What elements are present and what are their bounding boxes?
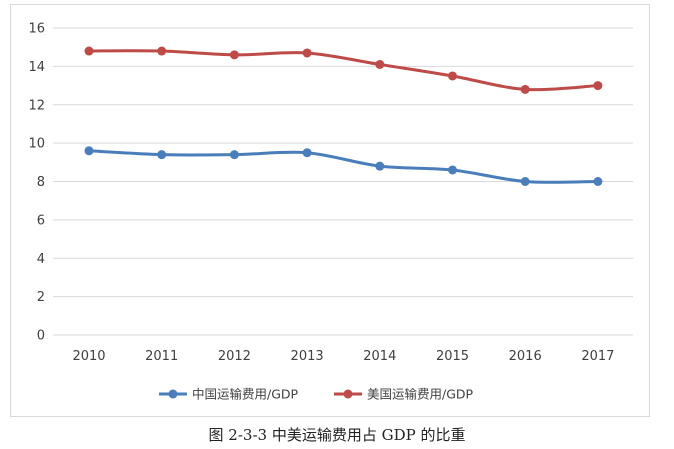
x-tick-label: 2016 — [509, 349, 542, 364]
series-china — [84, 146, 603, 186]
legend-item: 美国运输费用/GDP — [334, 387, 474, 402]
gridlines — [53, 27, 633, 336]
x-tick-label: 2013 — [291, 349, 324, 364]
y-tick-label: 0 — [37, 329, 45, 344]
series-line — [87, 149, 600, 184]
series-usa — [84, 46, 603, 94]
y-tick-label: 2 — [37, 290, 45, 305]
data-point — [84, 146, 94, 156]
data-point — [157, 46, 167, 56]
x-tick-label: 2011 — [145, 349, 178, 364]
y-tick-label: 12 — [28, 98, 45, 113]
x-tick-label: 2017 — [581, 349, 614, 364]
x-tick-label: 2010 — [72, 349, 105, 364]
y-axis-ticks: 0 2 4 6 8 10 12 14 16 — [28, 22, 45, 344]
x-tick-label: 2012 — [218, 349, 251, 364]
data-point — [229, 50, 239, 60]
data-point — [593, 81, 603, 91]
legend-marker — [168, 389, 178, 399]
series-line — [87, 49, 600, 92]
data-point — [302, 148, 312, 158]
data-point — [302, 48, 312, 58]
series-group — [84, 46, 603, 186]
legend-marker — [343, 389, 353, 399]
data-point — [375, 161, 385, 171]
y-tick-label: 8 — [37, 175, 45, 190]
figure-caption: 图 2-3-3 中美运输费用占 GDP 的比重 — [208, 426, 466, 444]
y-tick-label: 6 — [37, 213, 45, 228]
data-point — [157, 150, 167, 160]
y-tick-label: 4 — [37, 252, 45, 267]
data-point — [520, 177, 530, 186]
data-point — [448, 71, 457, 81]
y-tick-label: 14 — [28, 60, 45, 75]
legend: 中国运输费用/GDP 美国运输费用/GDP — [159, 387, 474, 402]
y-tick-label: 10 — [28, 137, 45, 152]
data-point — [229, 150, 239, 160]
chart-frame: 0 2 4 6 8 10 12 14 16 2010 2011 2012 2013 2014 2015 20… — [10, 4, 650, 417]
x-tick-label: 2014 — [363, 349, 396, 364]
x-axis-ticks: 2010 2011 2012 2013 2014 2015 2016 2017 — [72, 349, 614, 364]
data-point — [448, 165, 457, 175]
data-point — [84, 46, 94, 56]
data-point — [520, 84, 530, 94]
x-tick-label: 2015 — [436, 349, 469, 364]
legend-label: 中国运输费用/GDP — [192, 387, 299, 402]
data-point — [593, 177, 603, 186]
legend-label: 美国运输费用/GDP — [367, 387, 474, 402]
data-point — [375, 59, 385, 69]
y-tick-label: 16 — [28, 22, 45, 37]
legend-item: 中国运输费用/GDP — [159, 387, 299, 402]
